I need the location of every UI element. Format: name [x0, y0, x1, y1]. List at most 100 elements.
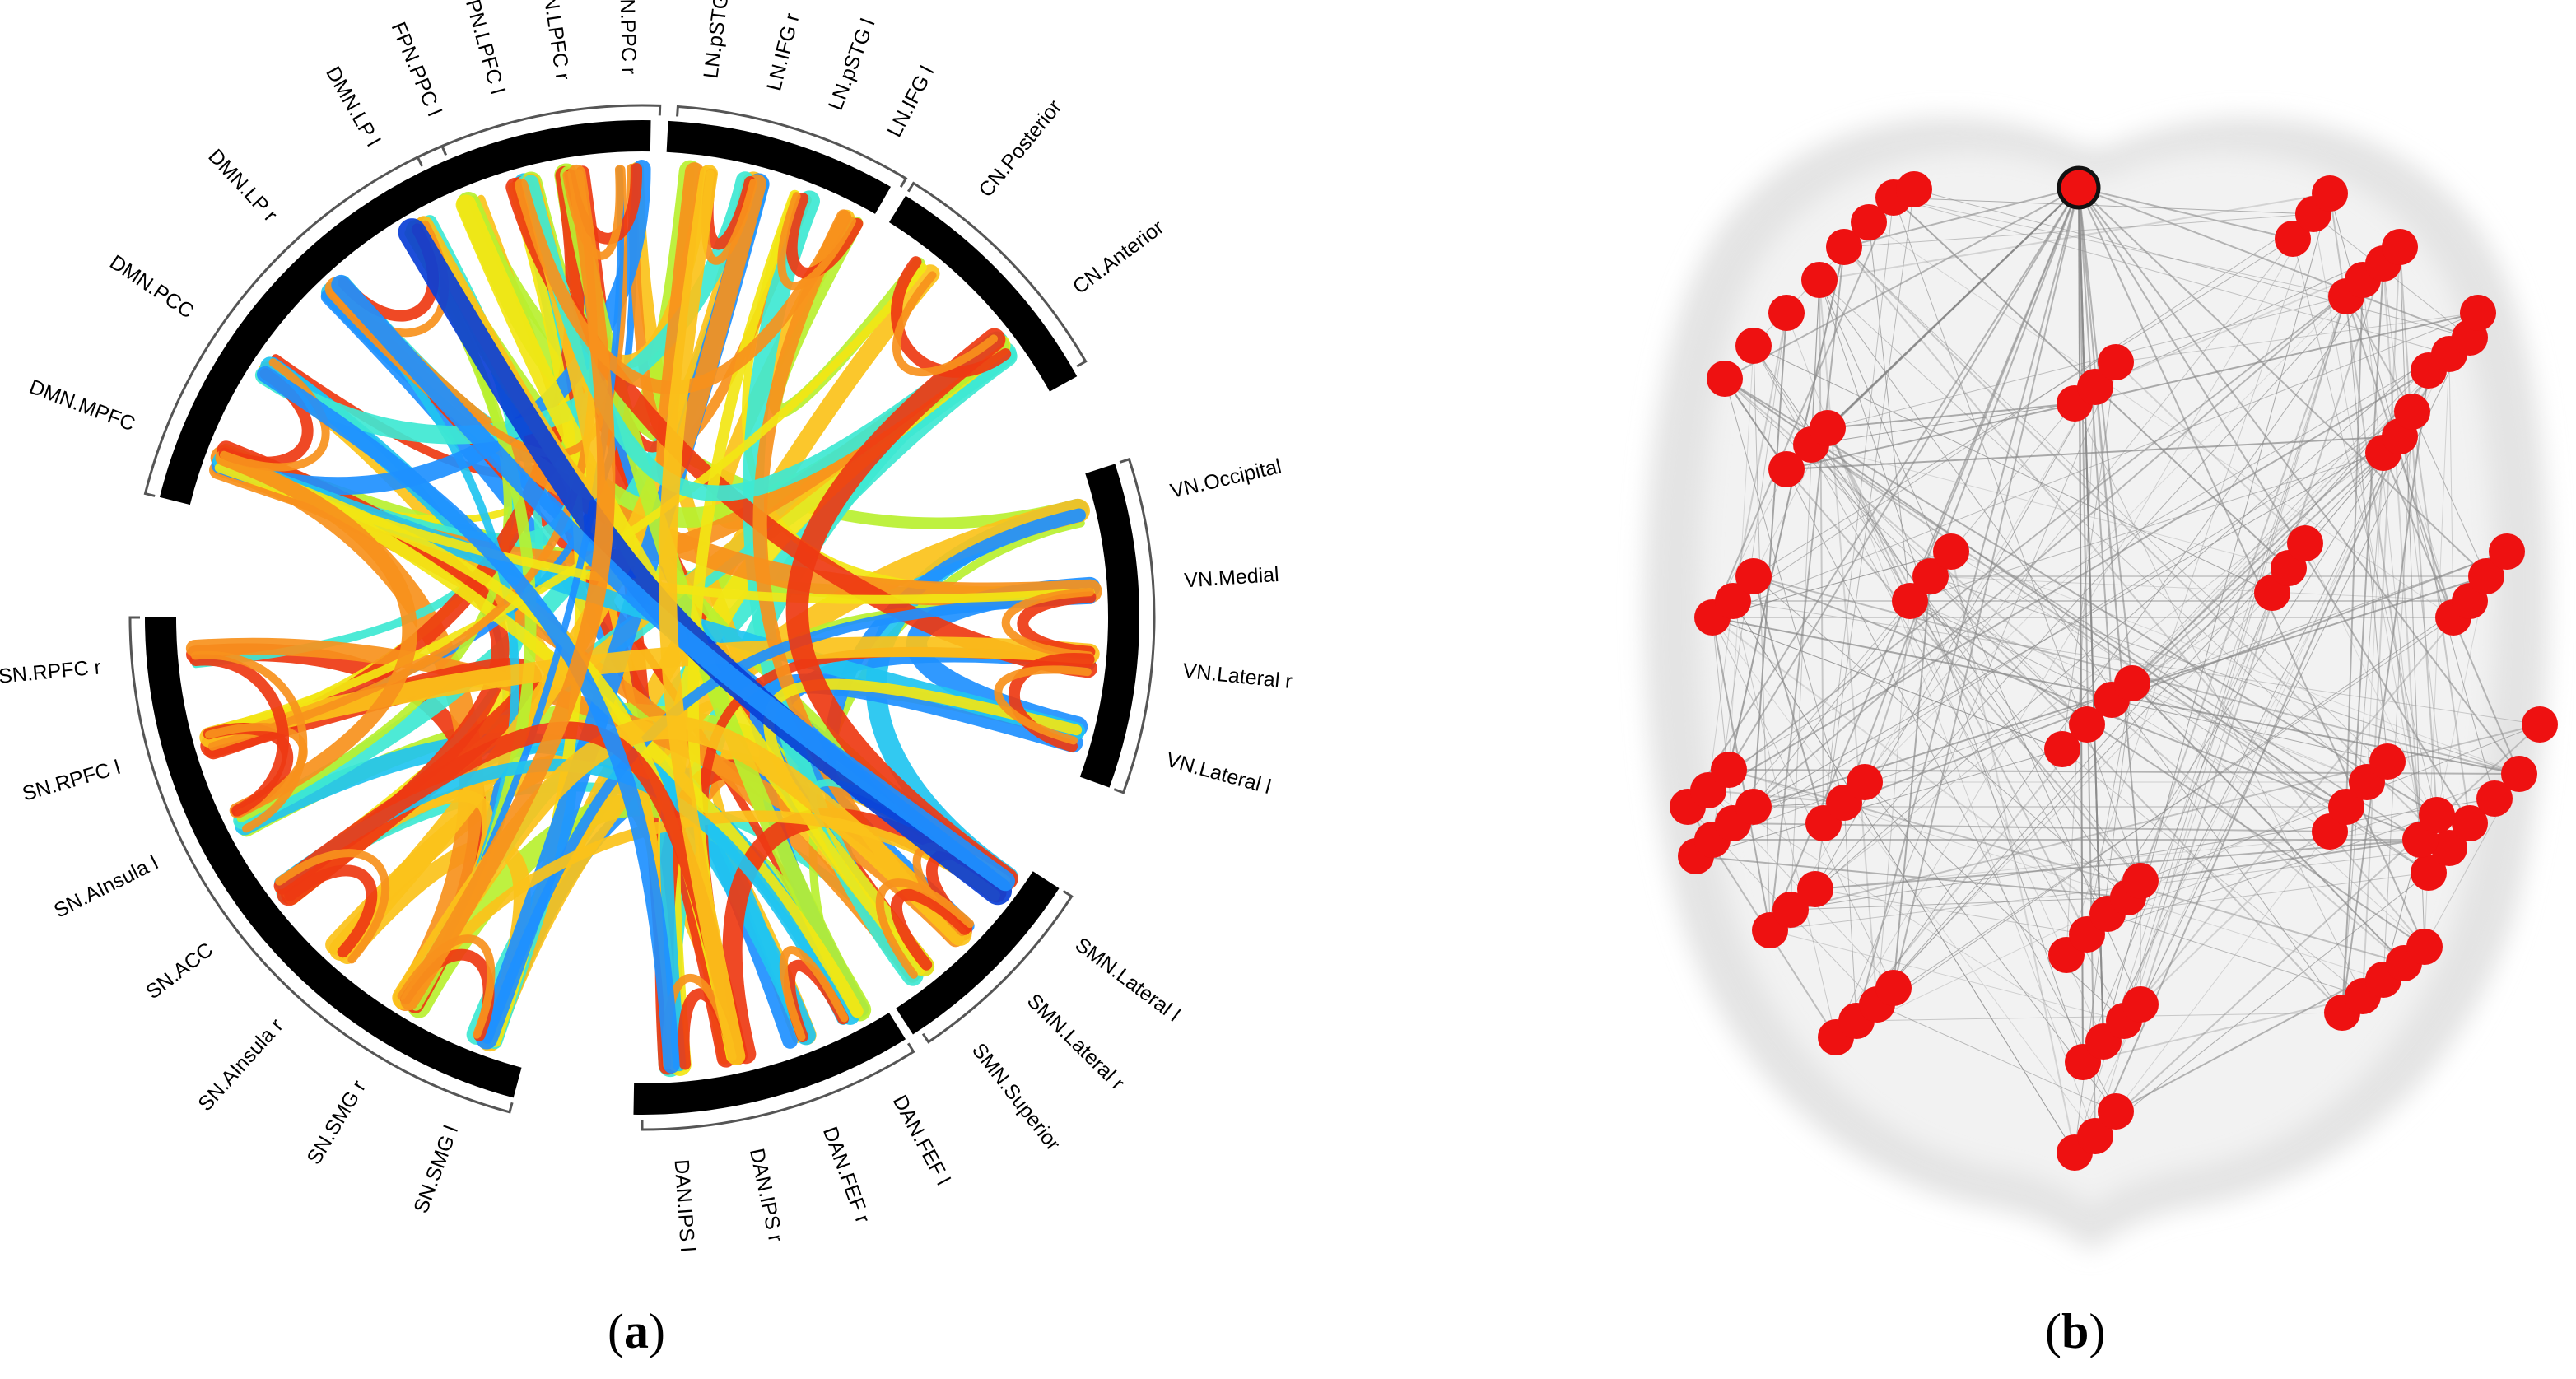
- network-edge: [1786, 468, 2117, 1112]
- node-label-sn-rpfc-l: SN.RPFC l: [20, 756, 123, 806]
- network-edge: [1893, 197, 2141, 882]
- bracket-dan: [641, 1042, 915, 1131]
- connection-ribbon: [892, 271, 999, 377]
- hub-edge: [1856, 187, 2080, 1022]
- connection-ribbon: [219, 358, 330, 472]
- network-edge: [2383, 263, 2421, 841]
- hub-edge: [1893, 187, 2080, 989]
- network-edge: [1810, 444, 2421, 841]
- network-edge: [1712, 551, 1952, 618]
- network-node: [2369, 743, 2406, 780]
- connection-ribbon: [785, 193, 864, 279]
- network-edge: [1712, 617, 2063, 750]
- network-node: [2077, 369, 2113, 405]
- network-edge: [2131, 683, 2405, 964]
- bracket-smn: [921, 889, 1074, 1044]
- node-label-sn-ainsula-r: SN.AInsula r: [193, 1014, 287, 1116]
- network-node: [1735, 328, 1772, 364]
- panel-b-brain-network: [1644, 117, 2558, 1251]
- highlighted-seed-node: [2057, 165, 2101, 210]
- network-node: [2287, 525, 2323, 561]
- network-edge: [2123, 296, 2347, 1022]
- network-node: [1892, 583, 1928, 619]
- hub-edge: [2078, 187, 2113, 701]
- bracket-sn: [128, 616, 514, 1114]
- network-edge: [1930, 575, 2471, 602]
- node-label-sn-ainsula-l: SN.AInsula l: [50, 851, 161, 923]
- hub-edge: [2078, 187, 2141, 882]
- network-edge: [2345, 296, 2413, 412]
- node-label-sn-smg-r: SN.SMG r: [302, 1076, 370, 1168]
- node-label-fpn-ppc-l: FPN.PPC l: [387, 19, 446, 119]
- network-node: [2328, 789, 2364, 825]
- connection-ribbon: [331, 274, 1015, 892]
- network-edge: [1732, 312, 1787, 602]
- node-label-sn-rpfc-r: SN.RPFC r: [0, 655, 102, 688]
- network-edge: [1819, 279, 2084, 1063]
- network-edge: [2341, 370, 2429, 1013]
- node-label-dmn-lp-l: DMN.LP l: [321, 63, 384, 150]
- network-edge: [1790, 798, 2495, 911]
- network-node: [2394, 394, 2430, 430]
- node-label-dan-ips-l: DAN.IPS l: [669, 1158, 699, 1252]
- network-node: [2122, 986, 2159, 1023]
- network-node: [2406, 929, 2443, 965]
- network-edge: [1893, 197, 2314, 215]
- connection-ribbon: [515, 178, 852, 395]
- network-edge: [1732, 600, 2075, 1153]
- network-edge: [1843, 296, 2347, 804]
- node-label-vn-lateral-l: VN.Lateral l: [1163, 748, 1273, 799]
- network-edge: [1950, 551, 2520, 775]
- network-edge: [1790, 897, 2129, 911]
- hub-edge: [2078, 187, 2471, 824]
- network-edge: [2362, 246, 2401, 997]
- node-label-ln-ifg-l: LN.IFG l: [883, 63, 939, 141]
- node-label-dan-fef-l: DAN.FEF l: [888, 1092, 955, 1190]
- network-edge: [1707, 790, 1845, 804]
- network-edge: [2074, 724, 2541, 1153]
- hub-edge: [2078, 187, 2133, 684]
- network-node: [2431, 830, 2467, 866]
- network-node: [2114, 665, 2150, 701]
- network-edge: [1843, 246, 2450, 849]
- network-edge: [2411, 411, 2487, 577]
- network-edge: [1732, 246, 2401, 824]
- network-edge: [1913, 189, 2471, 338]
- network-edge: [1753, 575, 2129, 898]
- node-label-cn-posterior: CN.Posterior: [974, 96, 1066, 202]
- node-label-vn-occipital: VN.Occipital: [1168, 454, 1283, 503]
- network-node: [1797, 871, 1833, 907]
- caption-a-letter: a: [624, 1304, 649, 1358]
- network-edge: [2140, 312, 2479, 1005]
- network-edge: [2140, 263, 2384, 1005]
- network-edge: [2399, 436, 2454, 618]
- network-edge: [1827, 296, 2347, 429]
- network-edge: [2127, 567, 2290, 898]
- network-node: [1711, 752, 1747, 788]
- node-label-vn-lateral-r: VN.Lateral r: [1181, 659, 1293, 693]
- caption-a: (a): [608, 1304, 665, 1358]
- network-node: [1896, 171, 1932, 207]
- connection-ribbon: [190, 650, 308, 833]
- network-edge: [1856, 1012, 2343, 1022]
- network-node: [2501, 756, 2537, 792]
- network-edge: [2107, 872, 2429, 915]
- connection-ribbon: [659, 165, 746, 1065]
- node-segment-arc: [1079, 464, 1139, 788]
- bracket-fpn: [416, 104, 662, 167]
- network-node: [2069, 706, 2105, 743]
- network-edge: [2086, 814, 2438, 935]
- network-edge: [1819, 193, 2331, 281]
- bracket-vn: [1113, 457, 1156, 794]
- network-edge: [1728, 246, 1845, 771]
- network-edge: [1786, 436, 2401, 470]
- node-label-fpn-ppc-r: FPN.PPC r: [615, 0, 641, 75]
- network-node: [1912, 558, 1949, 594]
- network-edge: [1827, 403, 2075, 429]
- network-edge: [1724, 378, 1787, 470]
- network-edge: [2345, 279, 2364, 808]
- network-edge: [2103, 411, 2413, 1042]
- hub-edge: [1843, 187, 2080, 248]
- node-label-sn-smg-l: SN.SMG l: [409, 1122, 463, 1216]
- network-edge: [1819, 279, 2141, 1005]
